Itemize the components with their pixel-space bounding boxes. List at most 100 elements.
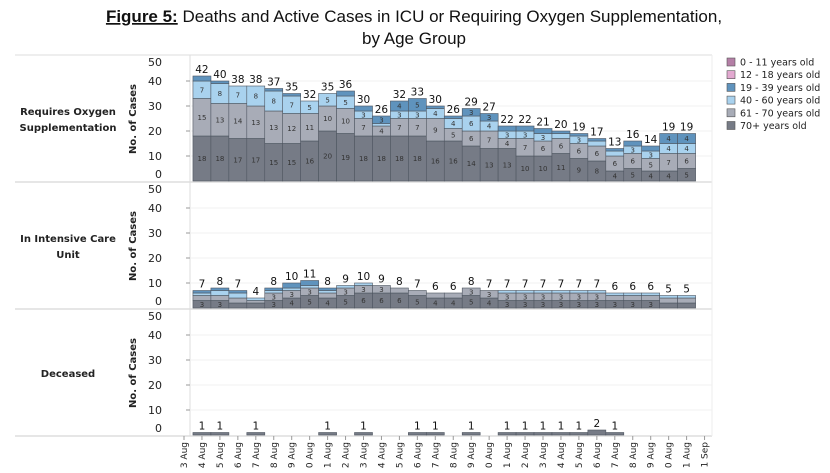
y-axis-title: No. of Cases [128, 84, 139, 154]
bar-segment [443, 292, 463, 299]
segment-label: 6 [595, 150, 600, 158]
segment-label: 13 [251, 119, 260, 127]
total-label: 22 [518, 114, 531, 126]
total-label: 5 [683, 284, 690, 296]
segment-label: 4 [433, 110, 438, 118]
bar-segment [461, 432, 481, 436]
bar-segment [246, 302, 266, 309]
bar-segment [587, 429, 607, 436]
segment-label: 7 [361, 124, 365, 132]
segment-label: 3 [307, 288, 311, 296]
total-label: 4 [252, 286, 259, 298]
segment-label: 13 [485, 161, 494, 169]
bar-segment [623, 295, 643, 301]
bar-segment [192, 75, 212, 82]
bar-segment [425, 105, 445, 109]
segment-label: 4 [648, 173, 653, 181]
total-label: 1 [611, 421, 618, 433]
segment-label: 7 [289, 101, 293, 109]
bar-segment [515, 290, 535, 294]
segment-label: 8 [595, 168, 599, 176]
segment-label: 3 [487, 291, 491, 299]
total-label: 1 [217, 421, 224, 433]
bar-segment [551, 290, 571, 294]
segment-label: 6 [613, 160, 618, 168]
total-label: 8 [217, 276, 224, 288]
y-tick-label: 20 [148, 252, 162, 265]
y-tick-label: 10 [148, 404, 162, 417]
total-label: 1 [576, 421, 583, 433]
total-label: 6 [450, 281, 457, 293]
segment-label: 3 [631, 301, 635, 309]
total-label: 7 [235, 279, 242, 291]
segment-label: 3 [523, 131, 527, 139]
bar-segment [533, 290, 553, 294]
bar-segment [677, 295, 696, 299]
legend-label: 0 - 11 years old [740, 58, 814, 69]
total-label: 1 [558, 421, 565, 433]
x-tick-label: 11 Aug [324, 442, 334, 468]
segment-label: 13 [269, 124, 278, 132]
segment-label: 4 [325, 300, 330, 308]
bar-segment [659, 297, 678, 304]
bar-segment [551, 130, 571, 134]
segment-label: 5 [648, 161, 652, 169]
panel-0: 0 10 20 30 40 50 No. of Cases Requires Oxygen Su… [20, 56, 712, 182]
bar-segment [264, 287, 284, 291]
segment-label: 3 [541, 293, 545, 301]
bar-segment [587, 140, 607, 147]
bar-segment [587, 290, 607, 294]
segment-label: 5 [451, 131, 455, 139]
total-label: 8 [396, 276, 403, 288]
bar-segment [605, 295, 625, 301]
legend-label: 40 - 60 years old [740, 96, 820, 107]
bar-segment [533, 128, 553, 134]
total-label: 6 [432, 281, 439, 293]
segment-label: 3 [541, 134, 545, 142]
total-label: 1 [540, 421, 547, 433]
bar-segment [497, 125, 517, 132]
segment-label: 4 [451, 300, 456, 308]
segment-label: 4 [684, 135, 689, 143]
bar-segment [551, 133, 571, 139]
segment-label: 3 [218, 301, 222, 309]
bar-segment [515, 125, 535, 132]
x-tick-label: 23 Aug [539, 442, 549, 468]
segment-label: 4 [433, 300, 438, 308]
total-label: 7 [486, 279, 493, 291]
bar-segment [354, 432, 373, 436]
segment-label: 18 [359, 155, 368, 163]
total-label: 1 [324, 421, 331, 433]
legend-swatch [726, 108, 736, 118]
total-label: 8 [270, 276, 277, 288]
segment-label: 11 [305, 124, 314, 132]
x-tick-label: 21 Aug [503, 442, 513, 468]
bar-segment [551, 432, 571, 436]
total-label: 35 [285, 82, 298, 94]
total-label: 8 [324, 276, 331, 288]
segment-label: 5 [469, 298, 473, 306]
total-label: 7 [558, 279, 565, 291]
legend-swatch [726, 95, 736, 105]
segment-label: 3 [559, 293, 563, 301]
segment-label: 8 [272, 98, 276, 106]
x-tick-label: 26 Aug [593, 442, 603, 468]
bar-segment [587, 138, 607, 142]
x-tick-label: 06 Aug [234, 442, 244, 468]
segment-label: 20 [323, 153, 332, 161]
total-label: 1 [199, 421, 206, 433]
segment-label: 9 [433, 126, 437, 134]
legend-label: 70+ years old [740, 121, 807, 132]
segment-label: 14 [233, 118, 242, 126]
bar-segment [354, 105, 373, 112]
segment-label: 3 [469, 109, 473, 117]
bar-segment [605, 148, 625, 152]
bar-segment [677, 133, 696, 144]
bar-segment [605, 432, 625, 436]
total-label: 38 [231, 74, 244, 86]
segment-label: 3 [648, 151, 652, 159]
x-tick-label: 17 Aug [431, 442, 441, 468]
total-label: 11 [303, 269, 316, 281]
segment-label: 10 [323, 115, 332, 123]
y-tick-label: 20 [148, 379, 162, 392]
